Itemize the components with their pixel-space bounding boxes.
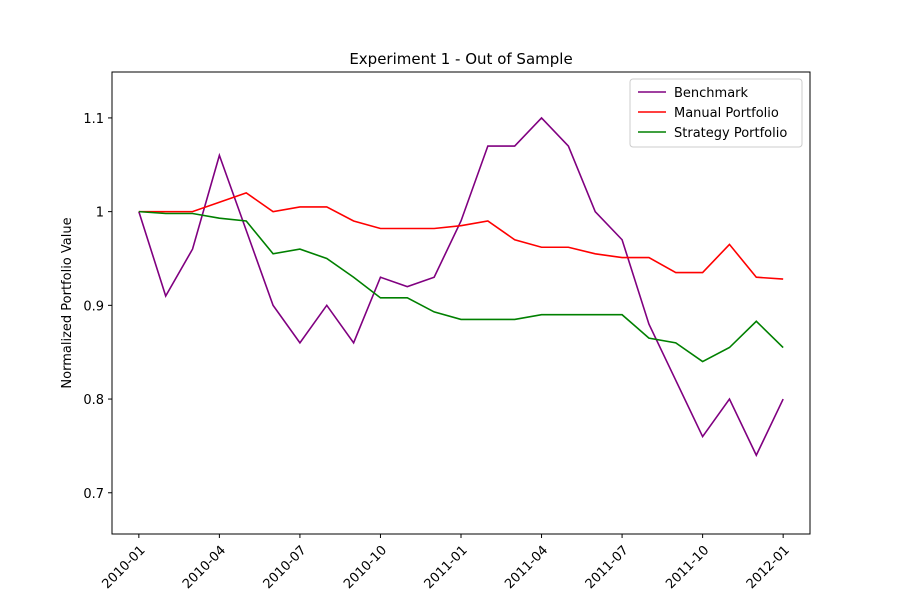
legend-box bbox=[629, 78, 803, 148]
x-tick-label: 2010-01 bbox=[99, 543, 148, 592]
legend-label: Strategy Portfolio bbox=[674, 126, 787, 141]
legend-label: Manual Portfolio bbox=[674, 106, 779, 121]
x-tick-label: 2012-01 bbox=[744, 543, 793, 592]
x-tick-label: 2010-07 bbox=[261, 543, 310, 592]
x-tick-label: 2011-04 bbox=[502, 543, 551, 592]
series-line bbox=[138, 210, 784, 363]
y-axis-label: Normalized Portfolio Value bbox=[60, 217, 75, 388]
series-line bbox=[138, 116, 784, 458]
x-tick-label: 2011-01 bbox=[422, 543, 471, 592]
y-tick-label: 0.9 bbox=[83, 299, 104, 314]
y-tick-label: 1 bbox=[96, 206, 104, 221]
x-tick-label: 2011-07 bbox=[583, 543, 632, 592]
y-tick-label: 0.7 bbox=[83, 487, 104, 502]
plot-frame bbox=[111, 71, 811, 535]
series-line bbox=[138, 191, 784, 280]
x-tick-label: 2010-10 bbox=[341, 543, 390, 592]
y-tick-label: 1.1 bbox=[83, 112, 104, 127]
legend-label: Benchmark bbox=[674, 86, 749, 101]
x-tick-label: 2011-10 bbox=[663, 543, 712, 592]
chart-title: Experiment 1 - Out of Sample bbox=[349, 50, 572, 68]
x-tick-label: 2010-04 bbox=[180, 543, 229, 592]
y-tick-label: 0.8 bbox=[83, 393, 104, 408]
